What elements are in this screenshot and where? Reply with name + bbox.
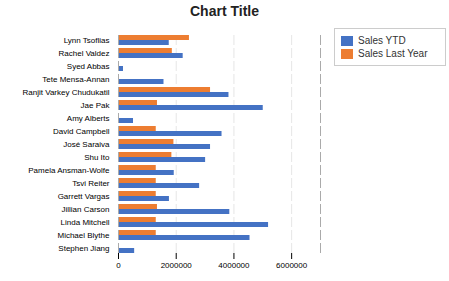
svg-text:2000000: 2000000 — [161, 261, 193, 270]
html-text:Chart Title: Chart Title — [190, 3, 259, 19]
svg-text:Shu Ito: Shu Ito — [84, 153, 110, 162]
svg-text:David Campbell: David Campbell — [53, 127, 110, 136]
svg-text:Michael Blythe: Michael Blythe — [57, 231, 110, 240]
svg-text:Rachel Valdez: Rachel Valdez — [59, 49, 110, 58]
svg-text:José Saraiva: José Saraiva — [63, 140, 110, 149]
svg-text:Tsvi Reiter: Tsvi Reiter — [72, 179, 110, 188]
svg-text:0: 0 — [116, 261, 121, 270]
svg-text:Garrett Vargas: Garrett Vargas — [58, 192, 110, 201]
svg-text:Syed Abbas: Syed Abbas — [67, 62, 110, 71]
html-text:Sales Last Year: Sales Last Year — [358, 48, 428, 59]
svg-text:Linda Mitchell: Linda Mitchell — [61, 218, 110, 227]
svg-text:Jillian Carson: Jillian Carson — [61, 205, 109, 214]
svg-text:Ranjit Varkey Chudukatil: Ranjit Varkey Chudukatil — [22, 88, 109, 97]
svg-text:Pamela Ansman-Wolfe: Pamela Ansman-Wolfe — [28, 166, 110, 175]
svg-text:Lynn Tsoflias: Lynn Tsoflias — [64, 36, 110, 45]
html-text:Sales YTD: Sales YTD — [358, 35, 406, 46]
svg-text:4000000: 4000000 — [218, 261, 250, 270]
svg-text:Stephen Jiang: Stephen Jiang — [58, 244, 109, 253]
svg-text:Amy Alberts: Amy Alberts — [67, 114, 110, 123]
svg-text:6000000: 6000000 — [276, 261, 308, 270]
svg-text:Tete Mensa-Annan: Tete Mensa-Annan — [42, 75, 109, 84]
svg-text:Jae Pak: Jae Pak — [81, 101, 111, 110]
